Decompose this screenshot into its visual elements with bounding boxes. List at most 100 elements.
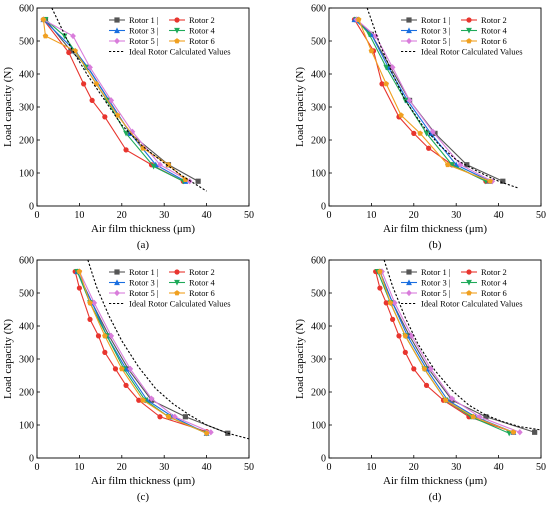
- data-point: [355, 16, 362, 22]
- series: [72, 268, 210, 435]
- data-point: [93, 81, 100, 87]
- data-point: [402, 333, 409, 339]
- y-axis-label: Load capacity (N): [294, 67, 306, 147]
- panel-label: (a): [137, 239, 150, 251]
- legend-marker: [114, 17, 120, 23]
- data-point: [423, 130, 430, 137]
- data-point: [383, 81, 389, 87]
- y-axis-label: Load capacity (N): [2, 319, 14, 399]
- data-point: [40, 16, 47, 22]
- series-line: [42, 19, 186, 181]
- legend-label: Rotor 2: [481, 267, 507, 277]
- y-axis-label: Load capacity (N): [294, 319, 306, 399]
- data-point: [182, 414, 188, 420]
- legend-label: Rotor 6: [189, 288, 215, 298]
- series: [377, 268, 538, 435]
- legend-label: Rotor 5 |: [421, 288, 451, 298]
- series: [377, 268, 517, 435]
- x-tick-label: 20: [117, 462, 127, 473]
- legend-label: Rotor 5 |: [129, 288, 159, 298]
- y-tick-label: 100: [19, 421, 34, 432]
- x-tick-label: 10: [74, 462, 84, 473]
- data-point: [87, 64, 93, 71]
- data-point: [148, 395, 155, 402]
- data-point: [207, 429, 214, 436]
- legend-label: Rotor 2: [189, 15, 215, 25]
- x-tick-label: 50: [536, 462, 546, 473]
- x-tick-label: 0: [35, 210, 40, 221]
- data-point: [108, 332, 115, 339]
- data-point: [102, 114, 108, 120]
- data-point: [408, 332, 415, 339]
- y-tick-label: 200: [311, 136, 326, 147]
- data-point: [87, 316, 93, 322]
- series: [51, 7, 207, 192]
- data-point: [470, 413, 476, 420]
- x-tick-label: 20: [117, 210, 127, 221]
- legend-marker: [114, 269, 120, 275]
- data-point: [123, 382, 129, 388]
- legend-marker: [114, 289, 120, 297]
- x-tick-label: 10: [366, 462, 376, 473]
- legend-marker: [406, 279, 412, 286]
- legend-label: Rotor 5 |: [421, 36, 451, 46]
- legend-marker: [466, 279, 472, 286]
- y-tick-label: 100: [311, 169, 326, 180]
- data-point: [150, 163, 157, 170]
- legend-label: Ideal Rotor Calculated Values: [421, 299, 523, 309]
- legend: Rotor 1 | Rotor 2 Rotor 3 | Rotor 4 Rotor 5 …: [401, 15, 523, 57]
- series-line: [51, 7, 207, 192]
- data-point: [127, 365, 134, 372]
- y-tick-label: 600: [19, 256, 34, 267]
- data-point: [483, 414, 489, 420]
- legend-marker: [466, 269, 472, 275]
- series: [87, 259, 250, 440]
- x-tick-label: 30: [451, 210, 461, 221]
- data-point: [95, 333, 102, 339]
- y-tick-label: 500: [19, 37, 34, 48]
- x-tick-label: 0: [327, 210, 332, 221]
- data-point: [426, 145, 432, 151]
- data-point: [396, 333, 402, 339]
- y-tick-label: 100: [19, 169, 34, 180]
- legend-marker: [466, 290, 472, 296]
- x-tick-label: 20: [409, 210, 419, 221]
- data-point: [368, 48, 375, 54]
- series-line: [74, 271, 207, 433]
- data-point: [91, 299, 98, 306]
- legend-label: Rotor 3 |: [421, 278, 451, 288]
- data-point: [87, 300, 93, 306]
- x-tick-label: 10: [74, 210, 84, 221]
- series-line: [353, 19, 487, 182]
- y-tick-label: 300: [311, 103, 326, 114]
- legend-label: Rotor 1 |: [129, 267, 159, 277]
- data-point: [457, 161, 464, 168]
- y-tick-label: 200: [311, 388, 326, 399]
- data-point: [165, 161, 172, 168]
- legend-label: Rotor 5 |: [129, 36, 159, 46]
- legend-label: Rotor 3 |: [129, 26, 159, 36]
- data-point: [449, 162, 455, 168]
- data-point: [182, 176, 189, 182]
- legend-marker: [466, 38, 472, 44]
- legend-marker: [466, 27, 472, 34]
- data-point: [383, 64, 390, 71]
- series: [40, 16, 189, 182]
- x-tick-label: 50: [244, 210, 254, 221]
- data-point: [372, 32, 379, 40]
- data-point: [104, 97, 110, 104]
- legend-label: Rotor 3 |: [421, 26, 451, 36]
- data-point: [108, 97, 115, 104]
- data-point: [112, 366, 119, 372]
- data-point: [140, 397, 146, 403]
- y-tick-label: 400: [19, 322, 34, 333]
- data-point: [411, 130, 417, 136]
- legend-marker: [406, 27, 412, 34]
- y-tick-label: 400: [311, 322, 326, 333]
- legend-marker: [114, 37, 120, 45]
- data-point: [136, 397, 142, 403]
- legend-label: Rotor 6: [481, 36, 507, 46]
